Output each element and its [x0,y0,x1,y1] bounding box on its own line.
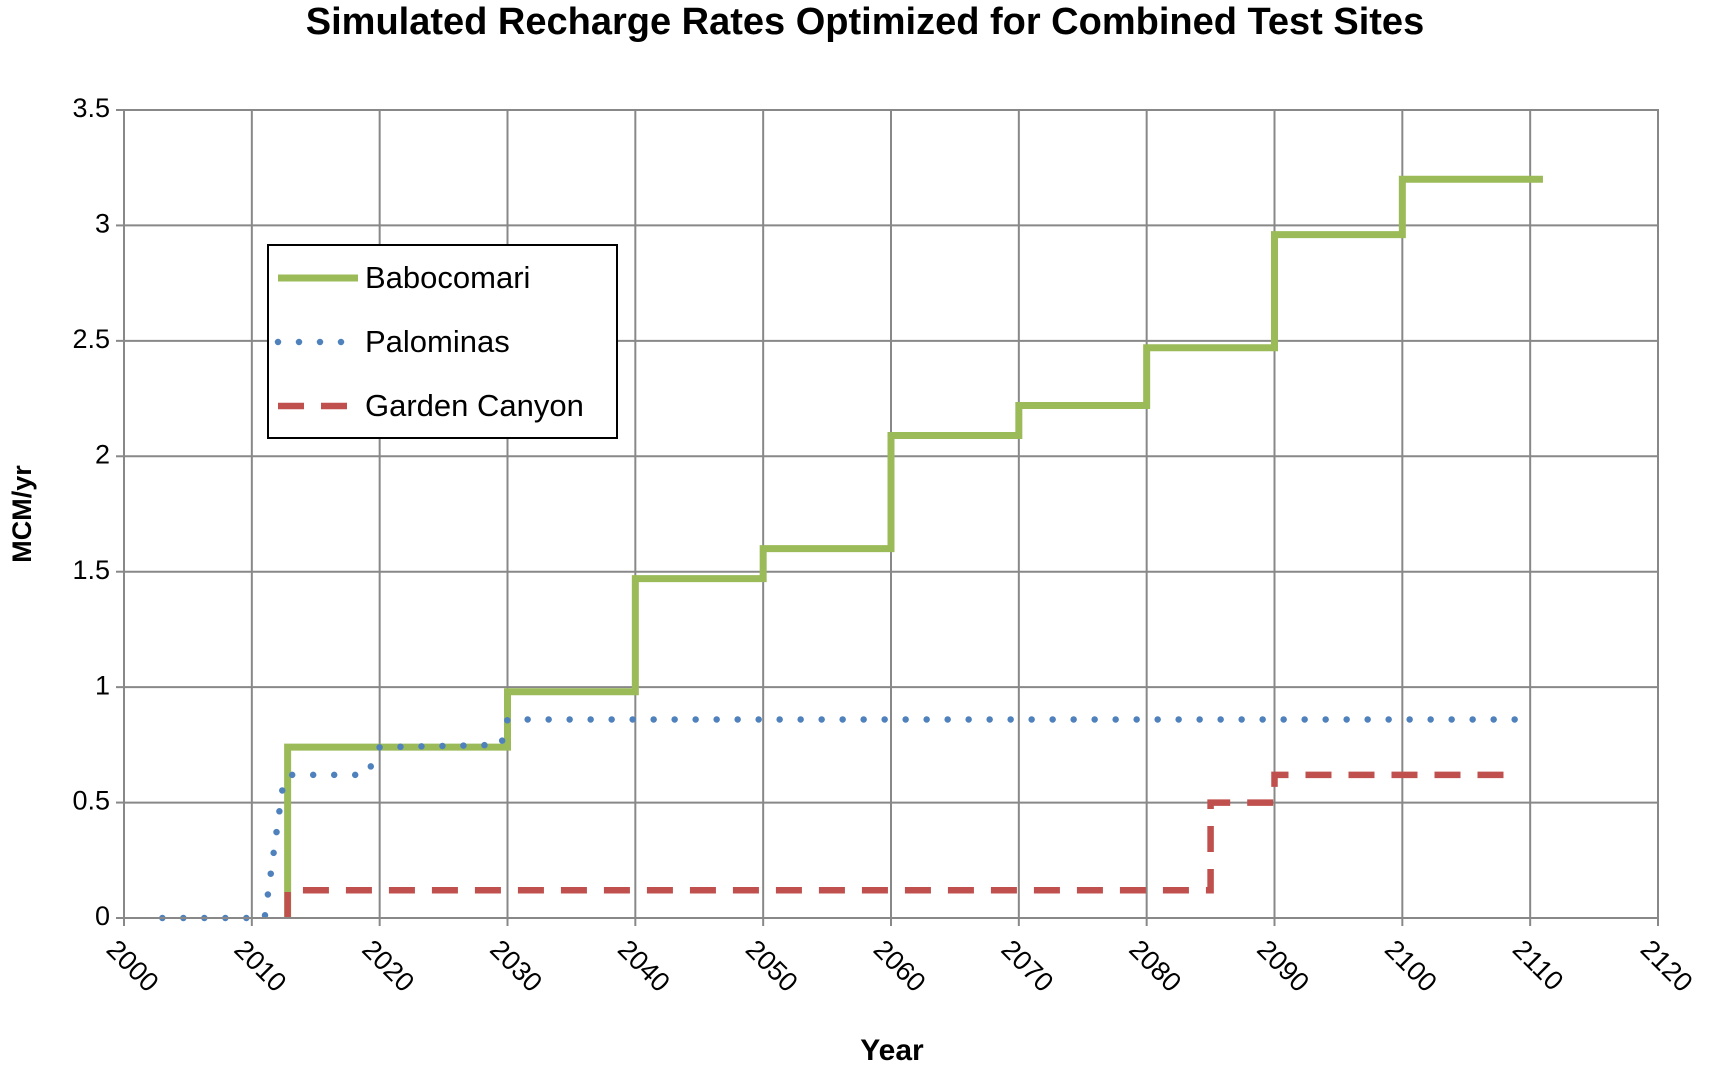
legend-label: Garden Canyon [365,388,584,423]
y-tick-label: 0.5 [72,786,110,816]
y-tick-label: 0 [95,901,110,931]
x-tick-label: 2000 [101,934,165,998]
x-tick-label: 2010 [229,934,293,998]
x-tick-label: 2040 [612,934,676,998]
x-tick-label: 2030 [484,934,548,998]
x-tick-label: 2070 [996,934,1060,998]
legend: Babocomari Palominas Garden Canyon [267,244,618,439]
x-tick-label: 2120 [1635,934,1699,998]
y-axis-label: MCM/yr [7,465,37,563]
y-tick-label: 3 [95,209,110,239]
y-tick-label: 2.5 [72,324,110,354]
x-tick-label: 2110 [1507,934,1569,996]
series-line [159,716,1521,922]
series-line [284,771,1518,918]
y-tick-label: 3.5 [72,93,110,123]
legend-label: Palominas [365,324,510,359]
series-line [284,175,1543,918]
x-axis-label: Year [860,1034,924,1067]
x-tick-label: 2080 [1123,934,1187,998]
x-tick-label: 2090 [1251,934,1315,998]
x-tick-label: 2060 [868,934,932,998]
legend-label: Babocomari [365,260,530,295]
plot-frame [123,109,1659,919]
y-tick-label: 1.5 [72,555,110,585]
y-tick-label: 2 [95,439,110,469]
chart-title: Simulated Recharge Rates Optimized for C… [306,1,1424,43]
y-tick-label: 1 [95,670,110,700]
x-tick-label: 2020 [356,934,420,998]
x-tick-label: 2050 [740,934,804,998]
x-tick-label: 2100 [1379,934,1443,998]
